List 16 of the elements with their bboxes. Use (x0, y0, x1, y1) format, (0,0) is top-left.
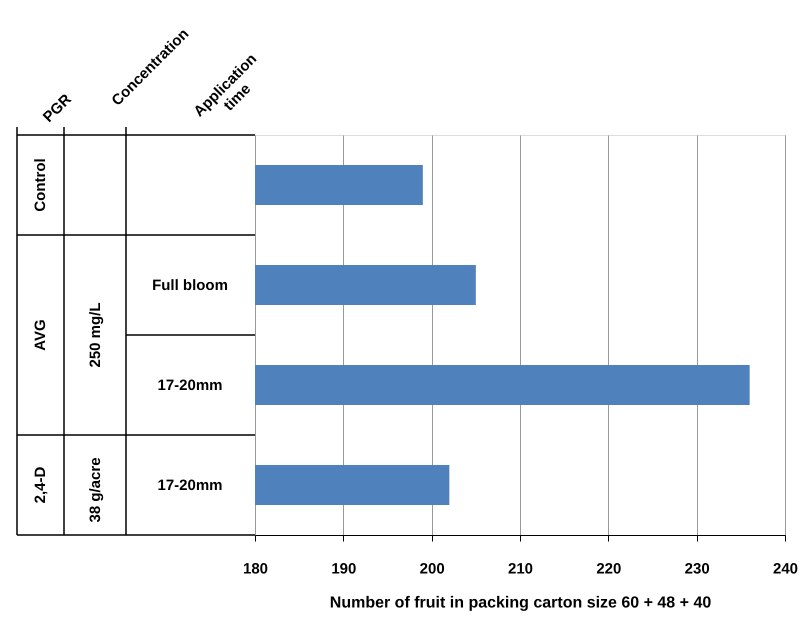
x-tick-label: 180 (242, 560, 268, 578)
x-axis-title: Number of fruit in packing carton size 60 + 48 + 40 (330, 594, 712, 612)
x-tick-label: 210 (508, 560, 534, 578)
text: 250 mg/L (87, 302, 104, 368)
x-tick-label: 240 (772, 560, 798, 578)
x-tick-label: 220 (596, 560, 622, 578)
x-tick-label: 230 (684, 560, 710, 578)
text: Control (32, 158, 49, 212)
y-tick-label: 17-20mm (157, 377, 223, 394)
y-tick-label: Full bloom (152, 277, 228, 294)
text: 2,4-D (32, 466, 49, 504)
y-tick-label: 17-20mm (157, 477, 223, 494)
text: AVG (32, 319, 49, 351)
text: 38 g/acre (87, 457, 104, 523)
x-tick-label: 200 (420, 560, 445, 578)
x-tick-label: 190 (331, 560, 356, 578)
